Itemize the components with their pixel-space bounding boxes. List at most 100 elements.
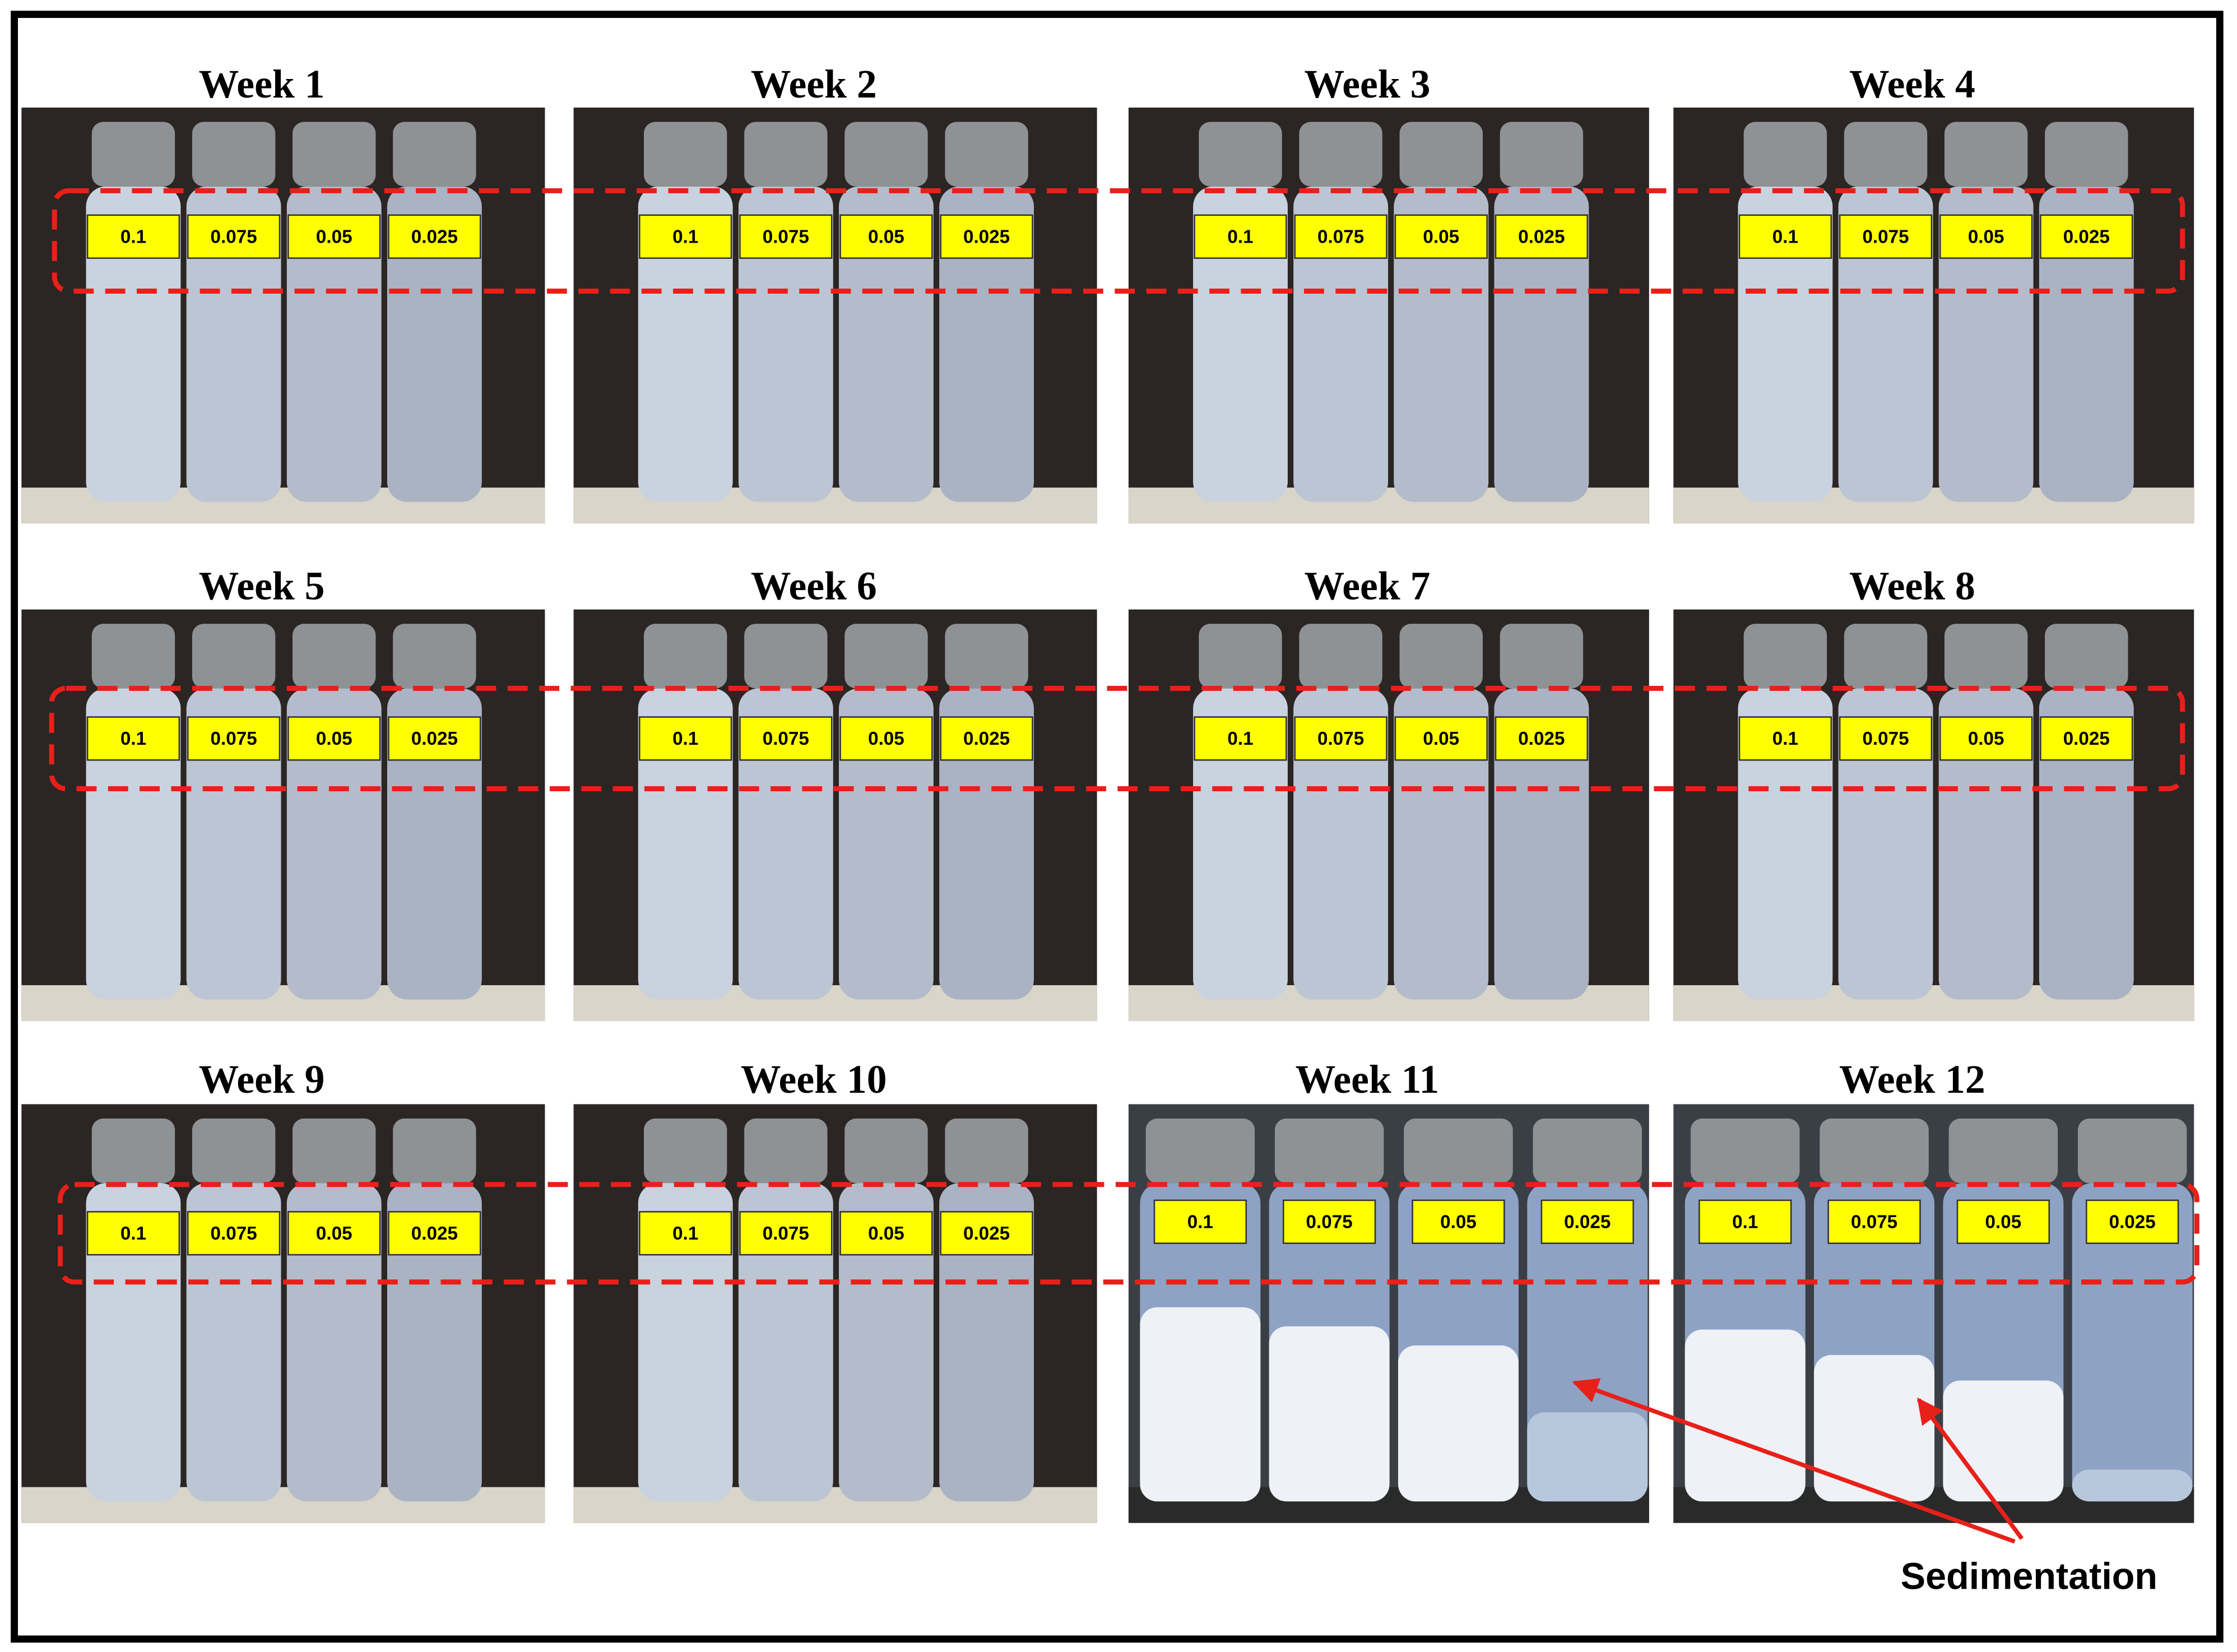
label: 0.025 [1518, 227, 1565, 248]
highlight-box [52, 188, 2185, 294]
bottle-body [86, 186, 181, 502]
bottle-cap [643, 1119, 727, 1184]
label-box [1738, 716, 1832, 761]
bottle-cap [2045, 624, 2128, 689]
bottle-cap [1820, 1119, 1929, 1184]
bottle-body [1193, 186, 1288, 502]
label: 0.1 [1187, 1212, 1213, 1233]
label: 0.1 [120, 227, 146, 248]
sediment [1943, 1380, 2064, 1502]
panel-title: Week 8 [1849, 564, 1975, 609]
highlight-box [49, 685, 2185, 791]
label-box [2086, 1199, 2179, 1244]
bottle-body [1394, 688, 1489, 1000]
label: 0.05 [316, 227, 352, 248]
bottle-cap [1274, 1119, 1384, 1184]
bottle-cap [91, 624, 175, 689]
label-box [739, 1211, 833, 1256]
bottle-cap [2045, 122, 2128, 187]
label-box [1839, 716, 1933, 761]
label-box [388, 214, 481, 259]
arrow [1916, 1397, 2024, 1540]
label: 0.05 [1423, 728, 1459, 749]
bottle-body [1394, 186, 1489, 502]
label-box [839, 1211, 933, 1256]
bottle-body [738, 688, 833, 1000]
bottle-body [286, 1183, 382, 1502]
bottle-body [638, 688, 733, 1000]
label-box [287, 214, 381, 259]
bottle-body [186, 186, 281, 502]
bottle-cap [1743, 122, 1827, 187]
bottle-body [738, 186, 833, 502]
label: 0.05 [316, 1223, 352, 1244]
bottle-cap [643, 624, 727, 689]
bottle-body [1938, 186, 2034, 502]
bottle-body [839, 1183, 934, 1502]
label: 0.075 [211, 728, 257, 749]
bottle-cap [945, 1119, 1028, 1184]
label-box [839, 214, 933, 259]
label-box [86, 716, 180, 761]
label-box [388, 1211, 481, 1256]
label-box [739, 716, 833, 761]
bottle-body [86, 1183, 181, 1502]
bottle-body [638, 1183, 733, 1502]
bottle-body [186, 1183, 281, 1502]
bottle-body [387, 1183, 482, 1502]
bottle-cap [1743, 624, 1827, 689]
bottle-cap [1533, 1119, 1642, 1184]
annotation: Sedimentation [1901, 1556, 2157, 1597]
highlight-box [57, 1182, 2199, 1285]
label-box [287, 1211, 381, 1256]
arrow [1572, 1378, 2016, 1544]
panel-title: Week 3 [1305, 62, 1431, 106]
bottle-body [1494, 186, 1589, 502]
label: 0.05 [868, 227, 904, 248]
label: 0.05 [1968, 728, 2004, 749]
label: 0.05 [1423, 227, 1459, 248]
bottle-body [387, 186, 482, 502]
label: 0.075 [763, 227, 809, 248]
bottle-cap [293, 122, 376, 187]
panels: Week 1 0.1 0.075 0.05 0.025 Week 2 0.1 0.075 0.0… [21, 62, 2194, 1523]
bottle-cap [844, 624, 928, 689]
panel: Week 2 0.1 0.075 0.05 0.025 [573, 62, 1097, 524]
label-box [1294, 214, 1387, 259]
bottle-cap [1299, 122, 1382, 187]
bottle-cap [1944, 122, 2028, 187]
bottle-cap [1145, 1119, 1255, 1184]
panel: Week 11 0.1 0.075 0.05 0.025 [1128, 1057, 1649, 1523]
bottle-cap [1199, 624, 1282, 689]
sediment [1814, 1355, 1935, 1502]
label: 0.1 [672, 1223, 698, 1244]
sediment [1269, 1326, 1390, 1502]
label-box [86, 214, 180, 259]
bottle-cap [945, 624, 1028, 689]
label-box [1540, 1199, 1634, 1244]
bottle-body [186, 688, 281, 1000]
sediment [1140, 1307, 1261, 1502]
bottle-body [1838, 688, 1933, 1000]
bottle-body [1838, 186, 1933, 502]
label: 0.025 [2063, 728, 2110, 749]
bottle-cap [192, 122, 276, 187]
bottle-cap [1844, 122, 1928, 187]
bottle-cap [1199, 122, 1282, 187]
label-box [2040, 214, 2133, 259]
bottle-cap [393, 624, 476, 689]
bottle-cap [192, 1119, 276, 1184]
label: 0.025 [963, 1223, 1010, 1244]
label: 0.025 [2109, 1212, 2156, 1233]
label-box [86, 1211, 180, 1256]
label-box [1939, 716, 2033, 761]
label: 0.025 [411, 728, 458, 749]
label: 0.075 [1862, 728, 1909, 749]
label-box [639, 716, 732, 761]
panel: Week 6 0.1 0.075 0.05 0.025 [573, 564, 1097, 1022]
panel-title: Week 9 [199, 1057, 325, 1102]
bottle-cap [393, 1119, 476, 1184]
bottle-body [286, 688, 382, 1000]
label: 0.05 [1968, 227, 2004, 248]
